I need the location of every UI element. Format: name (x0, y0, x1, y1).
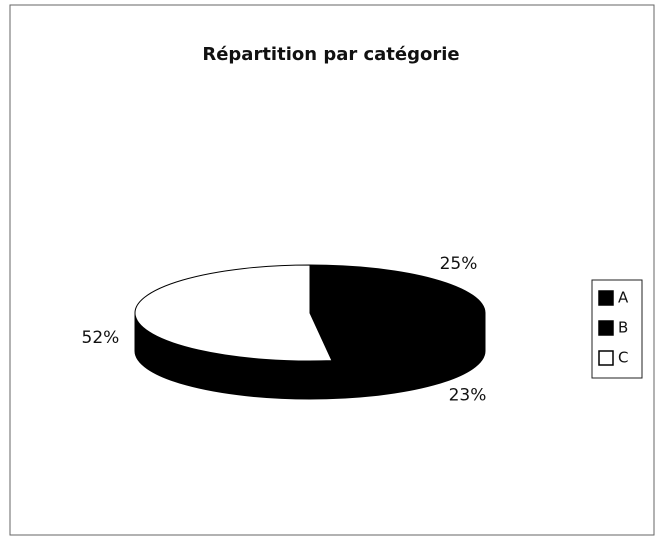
data-label: 25% (440, 254, 478, 274)
legend-label: C (618, 349, 628, 367)
legend-swatch (598, 290, 614, 306)
legend-swatch (598, 320, 614, 336)
pie-slice (134, 264, 333, 362)
legend-label: B (618, 319, 628, 337)
legend-swatch (598, 350, 614, 366)
data-label: 23% (449, 385, 487, 405)
pie-slice (309, 312, 486, 362)
legend-label: A (618, 289, 629, 307)
chart-title: Répartition par catégorie (202, 44, 459, 65)
pie-slice (309, 264, 486, 314)
data-label: 52% (82, 328, 120, 348)
